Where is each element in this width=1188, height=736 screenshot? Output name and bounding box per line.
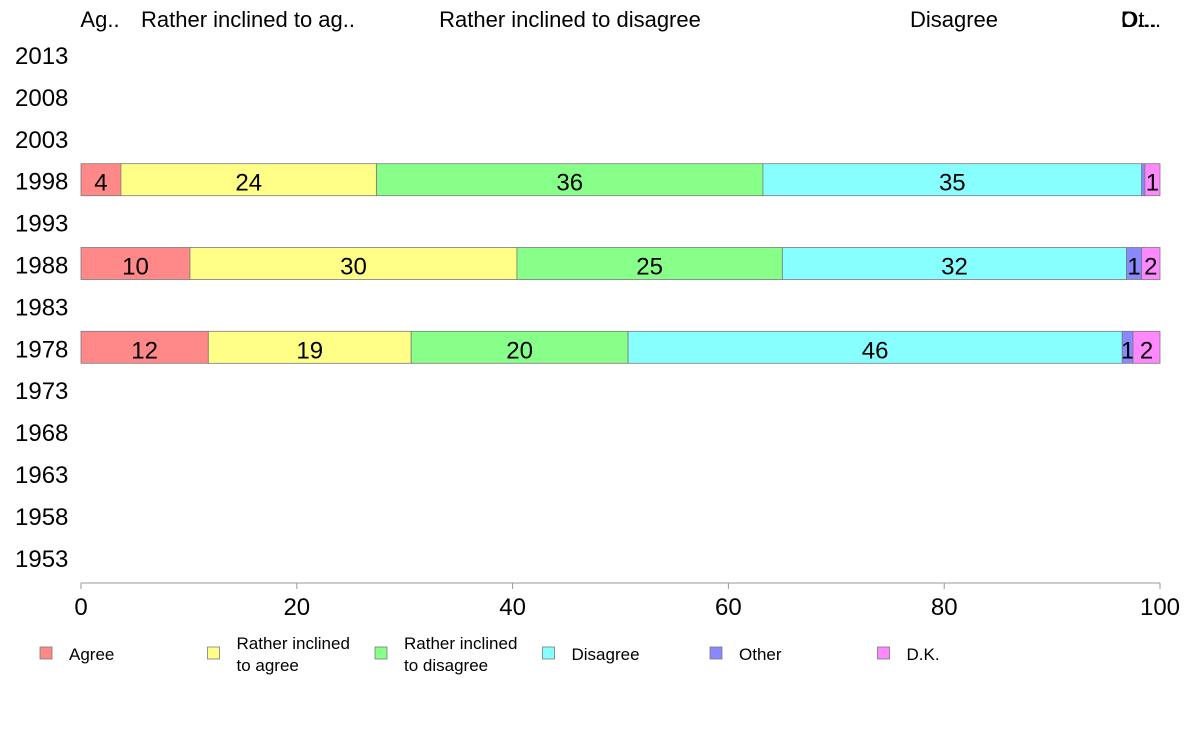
bar-segment [376,163,764,197]
x-tick-label: 60 [715,594,742,621]
bar-segment [207,330,412,364]
bar-segment [1132,330,1161,364]
column-header: Rather inclined to disagree [439,7,701,32]
column-headers: Ag.. Rather inclined to ag.. Rather inclin… [80,7,1161,32]
legend-label: Rather inclined [237,634,350,653]
column-header: D.... [1121,7,1161,32]
bar-segment [762,163,1143,197]
legend-label: D.K. [907,645,940,664]
legend-swatch [542,646,555,660]
column-header: Rather inclined to ag.. [141,7,355,32]
legend-label: Rather inclined [404,634,517,653]
y-tick-label: 2003 [15,127,68,154]
data-label: 2 [1144,254,1157,281]
bar-segment [80,247,191,280]
y-axis-categories: 2013 2008 2003 1998 1993 1988 1983 1978 1973 1968… [15,43,68,573]
bar-segment [410,330,629,364]
y-tick-label: 1978 [15,336,68,363]
bar-segment [627,330,1123,364]
x-tick-label: 100 [1140,594,1180,621]
x-tick-label: 80 [931,594,958,621]
y-tick-label: 1988 [15,253,68,280]
legend: Agree Rather inclined to agree Rather incli… [39,634,940,675]
y-tick-label: 1993 [15,211,68,238]
bar-segment [516,247,783,280]
data-label: 24 [235,170,262,197]
data-label: 1 [1127,254,1140,281]
data-label: 46 [862,337,889,364]
bar-segment [120,163,378,197]
y-tick-label: 1968 [15,420,68,447]
y-tick-label: 2013 [15,43,68,70]
bar-segment [781,247,1127,280]
x-axis: 0 20 40 60 80 100 [74,582,1180,621]
column-header: Ag.. [80,7,119,32]
data-label: 36 [556,170,583,197]
data-label: 25 [636,254,663,281]
data-label: 1 [1146,170,1159,197]
bar-segment [1141,163,1146,197]
legend-swatch [374,646,388,660]
column-header: Ot.. [1121,7,1156,32]
bar-segment [80,330,209,364]
legend-label: Agree [69,645,114,664]
x-tick-label: 0 [74,594,87,621]
data-label: 32 [941,254,968,281]
legend-label: to disagree [404,656,488,675]
data-label: 2 [1140,337,1153,364]
y-tick-label: 1953 [15,546,68,573]
data-label: 35 [939,170,966,197]
legend-swatch [207,646,220,660]
y-tick-label: 1983 [15,294,68,321]
legend-swatch [877,646,890,660]
data-label: 20 [506,337,533,364]
bar-segment [189,247,518,280]
y-tick-label: 1963 [15,462,68,489]
data-label: 12 [131,337,158,364]
column-header: Disagree [910,7,998,32]
data-label: 4 [94,170,107,197]
legend-label: Other [739,645,782,664]
bars: 4 24 36 35 110 30 25 32 1 212 19 20 46 1 2 [80,163,1161,364]
data-label: 1 [1121,337,1134,364]
legend-label: to agree [237,656,299,675]
y-tick-label: 1973 [15,378,68,405]
data-label: 19 [296,337,323,364]
y-tick-label: 1998 [15,169,68,196]
x-tick-label: 20 [283,594,310,621]
data-label: 30 [340,254,367,281]
bar-segment [1144,163,1161,197]
legend-label: Disagree [572,645,640,664]
data-label: 10 [122,254,149,281]
bar-segment [1141,247,1161,280]
x-tick-label: 40 [499,594,526,621]
y-tick-label: 1958 [15,504,68,531]
legend-swatch [39,646,53,660]
bar-segment [80,163,122,197]
y-tick-label: 2008 [15,85,68,112]
legend-swatch [709,646,723,660]
